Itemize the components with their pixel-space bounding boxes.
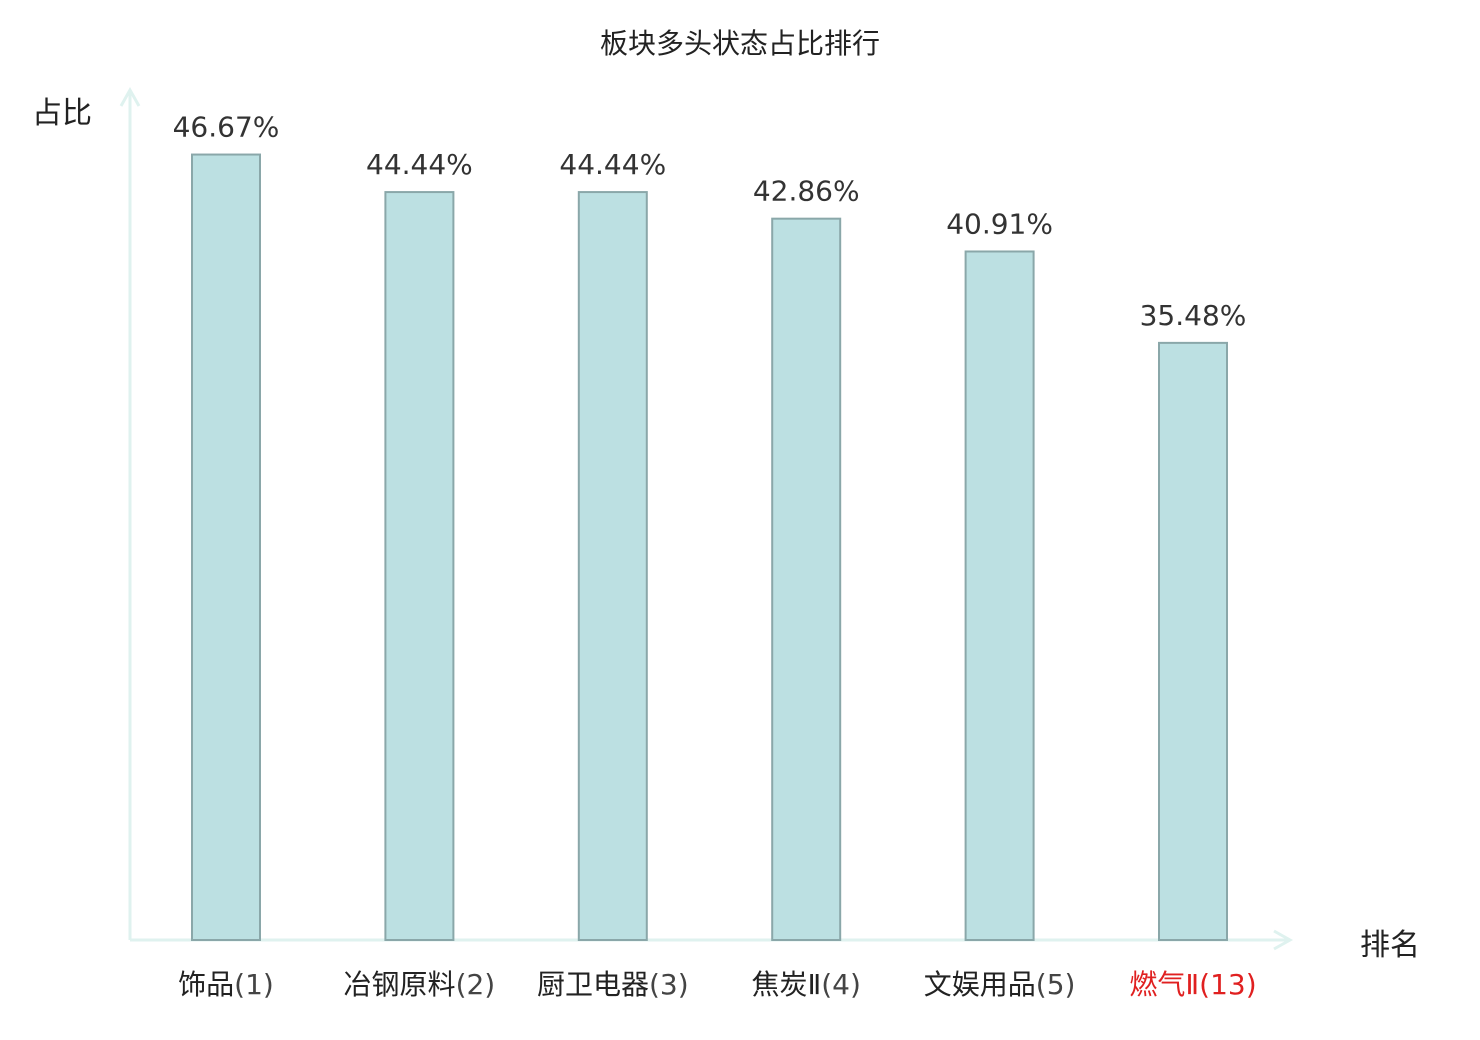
bar bbox=[577, 191, 648, 941]
bar bbox=[964, 250, 1035, 942]
data-label: 42.86% bbox=[753, 175, 860, 208]
axes bbox=[119, 86, 1294, 951]
data-label: 44.44% bbox=[559, 148, 666, 181]
x-tick-label: 文娱用品(5) bbox=[924, 968, 1076, 1001]
x-tick-label: 燃气Ⅱ(13) bbox=[1129, 968, 1256, 1001]
bar bbox=[384, 191, 455, 941]
category-name: 冶钢原料 bbox=[344, 968, 456, 1001]
category-rank: (1) bbox=[234, 968, 274, 1001]
category-name: 厨卫电器 bbox=[537, 968, 649, 1001]
bar bbox=[191, 153, 261, 942]
category-name: 文娱用品 bbox=[924, 968, 1036, 1001]
bar bbox=[1158, 341, 1228, 942]
category-rank: (2) bbox=[456, 968, 496, 1001]
x-axis-label: 排名 bbox=[1360, 928, 1420, 963]
x-tick-label: 冶钢原料(2) bbox=[344, 968, 496, 1001]
data-label: 46.67% bbox=[173, 111, 280, 144]
data-label: 35.48% bbox=[1140, 299, 1247, 332]
category-rank: (13) bbox=[1199, 968, 1256, 1001]
data-label: 44.44% bbox=[366, 148, 473, 181]
y-axis-arrow-icon bbox=[119, 86, 141, 107]
y-axis-label: 占比 bbox=[32, 96, 92, 131]
x-axis-arrow-icon bbox=[1273, 929, 1294, 951]
category-name: 饰品 bbox=[178, 968, 234, 1001]
bars bbox=[191, 153, 1228, 942]
x-tick-label: 焦炭Ⅱ(4) bbox=[751, 968, 860, 1001]
labels: 46.67% 饰品(1) 44.44% 冶钢原料(2) 44.44% 厨卫电器(3) 42.… bbox=[173, 111, 1257, 1001]
chart-title: 板块多头状态占比排行 bbox=[599, 27, 880, 60]
bar bbox=[771, 217, 842, 941]
category-rank: (3) bbox=[649, 968, 689, 1001]
category-name: 燃气Ⅱ bbox=[1129, 968, 1199, 1001]
x-tick-label: 厨卫电器(3) bbox=[537, 968, 689, 1001]
data-label: 40.91% bbox=[946, 207, 1053, 240]
category-rank: (4) bbox=[821, 968, 861, 1001]
category-name: 焦炭Ⅱ bbox=[751, 968, 821, 1001]
category-rank: (5) bbox=[1036, 968, 1076, 1001]
x-tick-label: 饰品(1) bbox=[178, 968, 274, 1001]
